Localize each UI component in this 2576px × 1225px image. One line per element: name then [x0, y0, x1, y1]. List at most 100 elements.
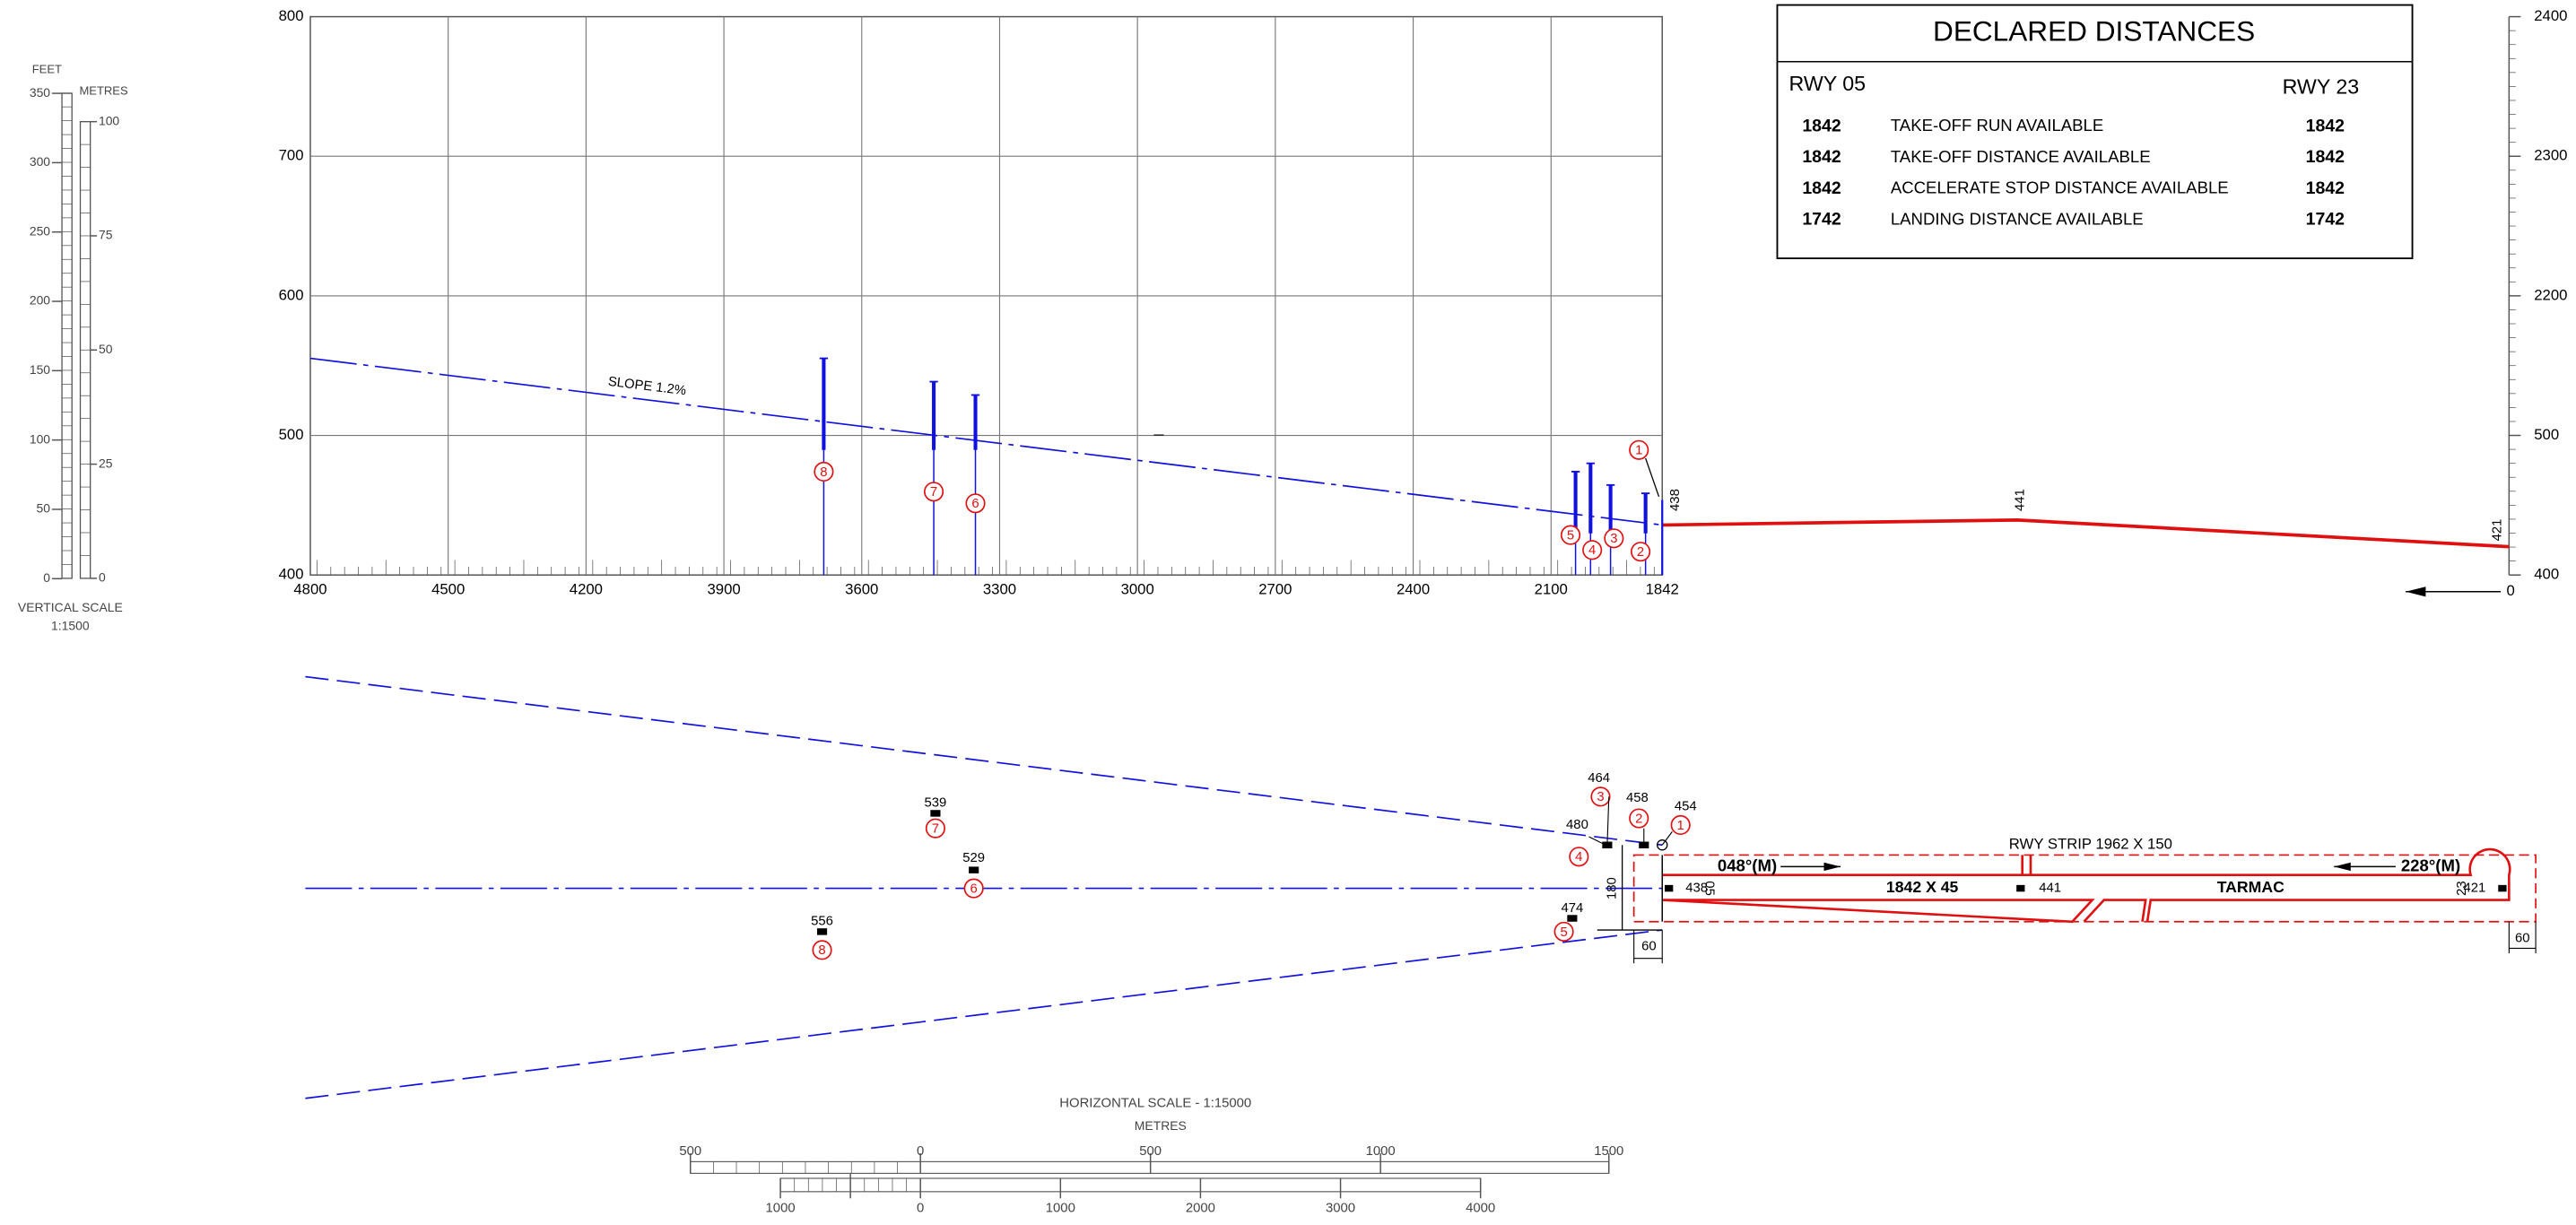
elevation-symbol	[1665, 884, 1674, 892]
terrain-profile	[1662, 517, 2510, 549]
obstacle-elevation: 474	[1561, 901, 1583, 916]
dimension-label: 180	[1605, 877, 1619, 899]
feet-tick-label: 350	[30, 85, 50, 100]
metres-tick-label: 1500	[1594, 1144, 1623, 1159]
leader	[1606, 796, 1610, 846]
distance-left: 1742	[1802, 210, 1841, 230]
obstacle-marker	[1631, 542, 1651, 562]
feet-tick-label: 100	[30, 431, 50, 446]
feet-tick-label: 4000	[1466, 1201, 1495, 1215]
obstacle-number: 3	[1597, 790, 1604, 804]
right-tick-label: 2400	[2534, 7, 2567, 24]
metres-tick-label: 75	[99, 228, 113, 242]
obstacle-elevation: 454	[1675, 799, 1697, 813]
elevation-symbol	[2016, 884, 2025, 892]
x-tick-label: 3300	[983, 580, 1016, 597]
right-tick-label: 500	[2534, 426, 2559, 443]
obstacle-elevation: 529	[962, 851, 985, 865]
distance-right: 1742	[2306, 210, 2345, 230]
profile-elevation: 421	[2490, 519, 2504, 542]
dimension-label: 60	[1641, 940, 1657, 954]
obstacle-symbol	[969, 866, 979, 873]
x-tick-label: 4800	[293, 580, 326, 597]
y-tick-label: 700	[279, 147, 304, 164]
metres-tick-label: 25	[99, 456, 113, 470]
feet-bar	[779, 1177, 1482, 1193]
distance-name: ACCELERATE STOP DISTANCE AVAILABLE	[1891, 178, 2229, 197]
dimension-label: 60	[2515, 931, 2530, 945]
x-tick-label: 2700	[1258, 580, 1292, 597]
feet-bar	[61, 92, 73, 579]
obstacle-elevation: 464	[1588, 771, 1610, 786]
rwy-left: RWY 05	[1788, 72, 1866, 95]
obstacle-number: 1	[1635, 444, 1642, 458]
distance-name: TAKE-OFF DISTANCE AVAILABLE	[1891, 147, 2151, 166]
feet-tick-label: 2000	[1186, 1201, 1215, 1215]
metres-tick-label: 0	[917, 1144, 924, 1159]
feet-tick-label: 1000	[1046, 1201, 1075, 1215]
y-tick-label: 600	[279, 286, 304, 303]
obstacle-number: 6	[970, 882, 978, 896]
x-tick-label: 4500	[431, 580, 465, 597]
horizontal-scale-title: HORIZONTAL SCALE - 1:15000	[1059, 1096, 1251, 1110]
leader	[1645, 457, 1660, 498]
x-tick-label: 2100	[1535, 580, 1568, 597]
bearing: 228°(M)	[2401, 856, 2460, 874]
obstacle-marker	[1582, 540, 1603, 560]
metres-tick-label: 500	[1139, 1144, 1162, 1159]
obstacle-number: 7	[930, 485, 937, 500]
obstacle-number: 1	[1677, 819, 1684, 833]
feet-tick-label: 250	[30, 223, 50, 238]
x-tick-label: 3600	[845, 580, 878, 597]
distance-name: LANDING DISTANCE AVAILABLE	[1891, 209, 2144, 228]
distance-left: 1842	[1802, 116, 1841, 135]
metres-label: METRES	[79, 84, 128, 98]
metres-label: METRES	[1135, 1118, 1187, 1133]
designator: 23	[2455, 881, 2469, 896]
obstacle-marker	[1560, 525, 1581, 545]
obstacle-marker	[925, 818, 945, 838]
distance-left: 1842	[1802, 178, 1841, 198]
slope-line	[309, 357, 1663, 526]
distance-left: 1842	[1802, 147, 1841, 167]
feet-tick-label: 150	[30, 362, 50, 377]
distance-right: 1842	[2306, 178, 2345, 198]
obstacle-marker	[965, 493, 986, 514]
origin-arrowhead	[2406, 586, 2426, 597]
x-tick-label: 4200	[570, 580, 603, 597]
x-tick-label: 3000	[1121, 580, 1154, 597]
metres-tick-label: 500	[679, 1144, 701, 1159]
metres-tick-label: 1000	[1366, 1144, 1396, 1159]
runway	[1662, 847, 2511, 924]
obstacle-elevation: 556	[811, 915, 833, 929]
obstacle-symbol	[1657, 839, 1668, 851]
feet-tick-label: 0	[43, 570, 50, 585]
distance-name: TAKE-OFF RUN AVAILABLE	[1891, 116, 2103, 135]
feet-tick-label: 0	[917, 1201, 924, 1215]
right-tick-label: 2200	[2534, 286, 2567, 303]
obstacle-marker	[1590, 786, 1611, 807]
feet-tick-label: 3000	[1326, 1201, 1355, 1215]
obstacle-marker	[1629, 439, 1649, 460]
obstacle-marker	[1569, 847, 1589, 867]
distance-right: 1842	[2306, 147, 2345, 167]
distance-right: 1842	[2306, 116, 2345, 135]
obstacle-number: 3	[1610, 532, 1617, 546]
obstacle-marker	[1670, 814, 1691, 836]
feet-tick-label: 200	[30, 293, 50, 308]
obstacle-marker	[812, 940, 832, 960]
obstacle-number: 2	[1637, 545, 1644, 560]
obstacle-marker	[1604, 528, 1624, 549]
approach-edge	[305, 929, 1663, 1099]
obstacle-number: 4	[1588, 543, 1596, 558]
approach-edge	[305, 675, 1663, 847]
y-tick-label: 500	[279, 426, 304, 443]
obstacle-marker	[924, 482, 944, 502]
vertical-scale-ratio: 1:1500	[51, 618, 90, 632]
rwy-right: RWY 23	[2283, 75, 2360, 99]
obstacle-marker	[1553, 921, 1574, 942]
obstacle-number: 8	[818, 943, 825, 958]
obstacle-symbol	[1639, 841, 1649, 848]
origin-label: 0	[2507, 582, 2515, 599]
obstacle-symbol	[1567, 915, 1578, 922]
